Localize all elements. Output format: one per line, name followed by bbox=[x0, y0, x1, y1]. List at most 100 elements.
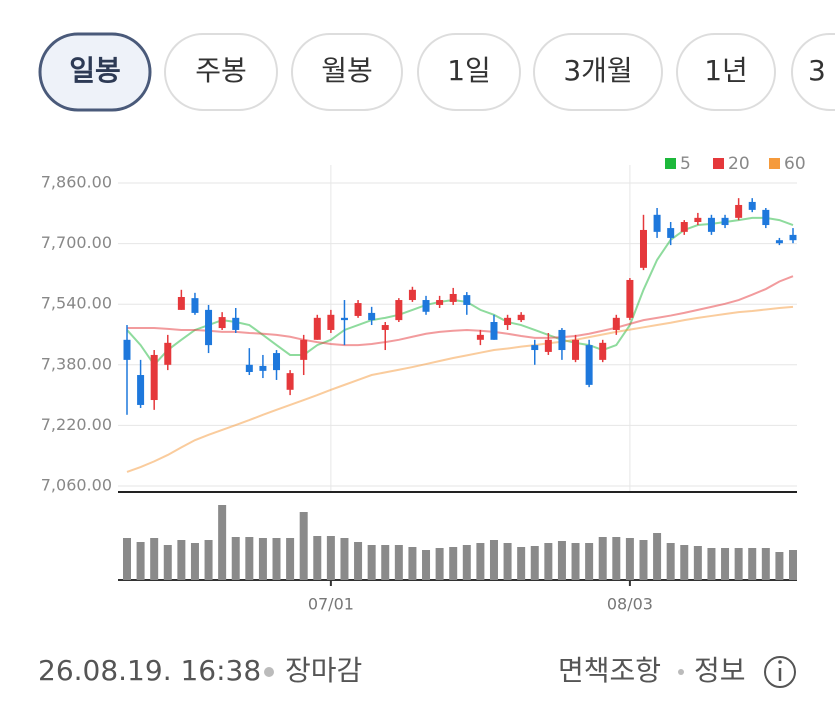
legend-label: 60 bbox=[784, 154, 806, 174]
candle-body bbox=[572, 339, 580, 360]
volume-bar bbox=[476, 543, 485, 580]
moving-average-line bbox=[127, 275, 794, 347]
candle-body bbox=[626, 279, 634, 318]
tab-label[interactable]: 주봉 bbox=[195, 54, 247, 87]
y-tick-label: 7,220.00 bbox=[41, 415, 112, 434]
tab-button[interactable] bbox=[533, 33, 663, 111]
info-link[interactable]: 정보 bbox=[694, 654, 746, 687]
tab-label[interactable]: 월봉 bbox=[321, 54, 373, 87]
candle-body bbox=[612, 317, 620, 330]
tab-label[interactable]: 3 bbox=[808, 54, 826, 87]
y-tick-label: 7,860.00 bbox=[41, 173, 112, 192]
y-tick-label: 7,380.00 bbox=[41, 354, 112, 373]
x-tick-label: 07/01 bbox=[308, 595, 354, 614]
candle-body bbox=[123, 339, 131, 360]
volume-bar bbox=[489, 540, 498, 580]
volume-bar bbox=[748, 548, 757, 580]
tab-button[interactable] bbox=[164, 33, 278, 111]
moving-average-line bbox=[126, 216, 794, 367]
volume-bar bbox=[394, 545, 403, 580]
volume-bar bbox=[707, 548, 716, 580]
tab-label[interactable]: 일봉 bbox=[69, 54, 121, 87]
volume-bar bbox=[734, 548, 743, 580]
volume-bar bbox=[517, 547, 526, 580]
candle-body bbox=[300, 339, 308, 360]
candle-body bbox=[449, 293, 457, 302]
volume-bar bbox=[449, 547, 458, 580]
legend-swatch bbox=[665, 158, 676, 169]
volume-bar bbox=[585, 543, 594, 580]
tab-label[interactable]: 3개월 bbox=[563, 54, 632, 87]
volume-bar bbox=[761, 548, 770, 580]
volume-bar bbox=[789, 550, 797, 580]
tab-label[interactable]: 1년 bbox=[704, 54, 748, 87]
candle-body bbox=[667, 228, 675, 238]
volume-bar bbox=[313, 536, 322, 580]
candle-body bbox=[463, 295, 471, 305]
volume-bar bbox=[680, 545, 689, 580]
volume-bar bbox=[408, 547, 417, 580]
volume-bar bbox=[163, 545, 172, 580]
x-tick-label: 08/03 bbox=[607, 595, 653, 614]
candle-body bbox=[639, 229, 647, 268]
volume-bar bbox=[299, 512, 308, 580]
volume-bar bbox=[462, 545, 471, 580]
candle-body bbox=[721, 217, 729, 226]
volume-bar bbox=[381, 545, 390, 580]
candle-body bbox=[599, 342, 607, 360]
volume-bar bbox=[530, 546, 539, 580]
volume-bar bbox=[177, 540, 186, 580]
volume-bar bbox=[612, 537, 621, 580]
volume-bar bbox=[286, 538, 295, 580]
volume-bar bbox=[340, 538, 349, 580]
moving-average-line bbox=[126, 305, 794, 473]
volume-bar bbox=[721, 548, 730, 580]
disclaimer-link[interactable]: 면책조항 bbox=[558, 654, 661, 687]
legend-label: 20 bbox=[728, 154, 750, 174]
volume-bar bbox=[218, 505, 227, 580]
candle-body bbox=[327, 314, 335, 330]
legend-label: 5 bbox=[680, 154, 691, 174]
volume-bar bbox=[653, 533, 662, 580]
candle-body bbox=[286, 373, 294, 390]
tab-button[interactable] bbox=[676, 33, 776, 111]
candle-body bbox=[340, 317, 348, 321]
separator-dot bbox=[678, 669, 684, 675]
volume-bar bbox=[245, 537, 254, 580]
candle-body bbox=[354, 303, 362, 316]
volume-bar bbox=[231, 537, 240, 580]
volume-bar bbox=[272, 538, 281, 580]
volume-bar bbox=[666, 543, 675, 580]
info-icon[interactable] bbox=[764, 656, 796, 688]
tab-button[interactable] bbox=[791, 33, 835, 111]
tab-bar: 일봉 주봉 월봉 1일 3개월 1년 3 bbox=[38, 32, 835, 112]
volume-bar bbox=[367, 545, 376, 580]
tab-button[interactable] bbox=[38, 32, 152, 112]
volume-bar bbox=[544, 543, 553, 580]
candle-body bbox=[504, 317, 512, 326]
volume-bar bbox=[204, 540, 213, 580]
candle-body bbox=[273, 353, 281, 371]
volume-bar bbox=[435, 548, 444, 580]
candle-body bbox=[517, 314, 525, 321]
volume-bar bbox=[123, 538, 131, 580]
tab-button[interactable] bbox=[291, 33, 403, 111]
candle-body bbox=[422, 300, 430, 312]
candle-body bbox=[762, 209, 770, 226]
y-tick-label: 7,060.00 bbox=[41, 476, 112, 495]
legend-swatch bbox=[713, 158, 724, 169]
candle-body bbox=[544, 339, 552, 352]
candle-body bbox=[748, 201, 756, 210]
candle-body bbox=[177, 297, 185, 310]
candle-body bbox=[707, 217, 715, 232]
tab-label[interactable]: 1일 bbox=[447, 54, 491, 87]
volume-bar bbox=[557, 541, 566, 580]
candle-body bbox=[408, 289, 416, 301]
tab-button[interactable] bbox=[417, 33, 521, 111]
legend-swatch bbox=[769, 158, 780, 169]
candle-body bbox=[164, 342, 172, 365]
candle-body bbox=[368, 312, 376, 321]
candle-body bbox=[694, 217, 702, 223]
candle-body bbox=[313, 317, 321, 340]
